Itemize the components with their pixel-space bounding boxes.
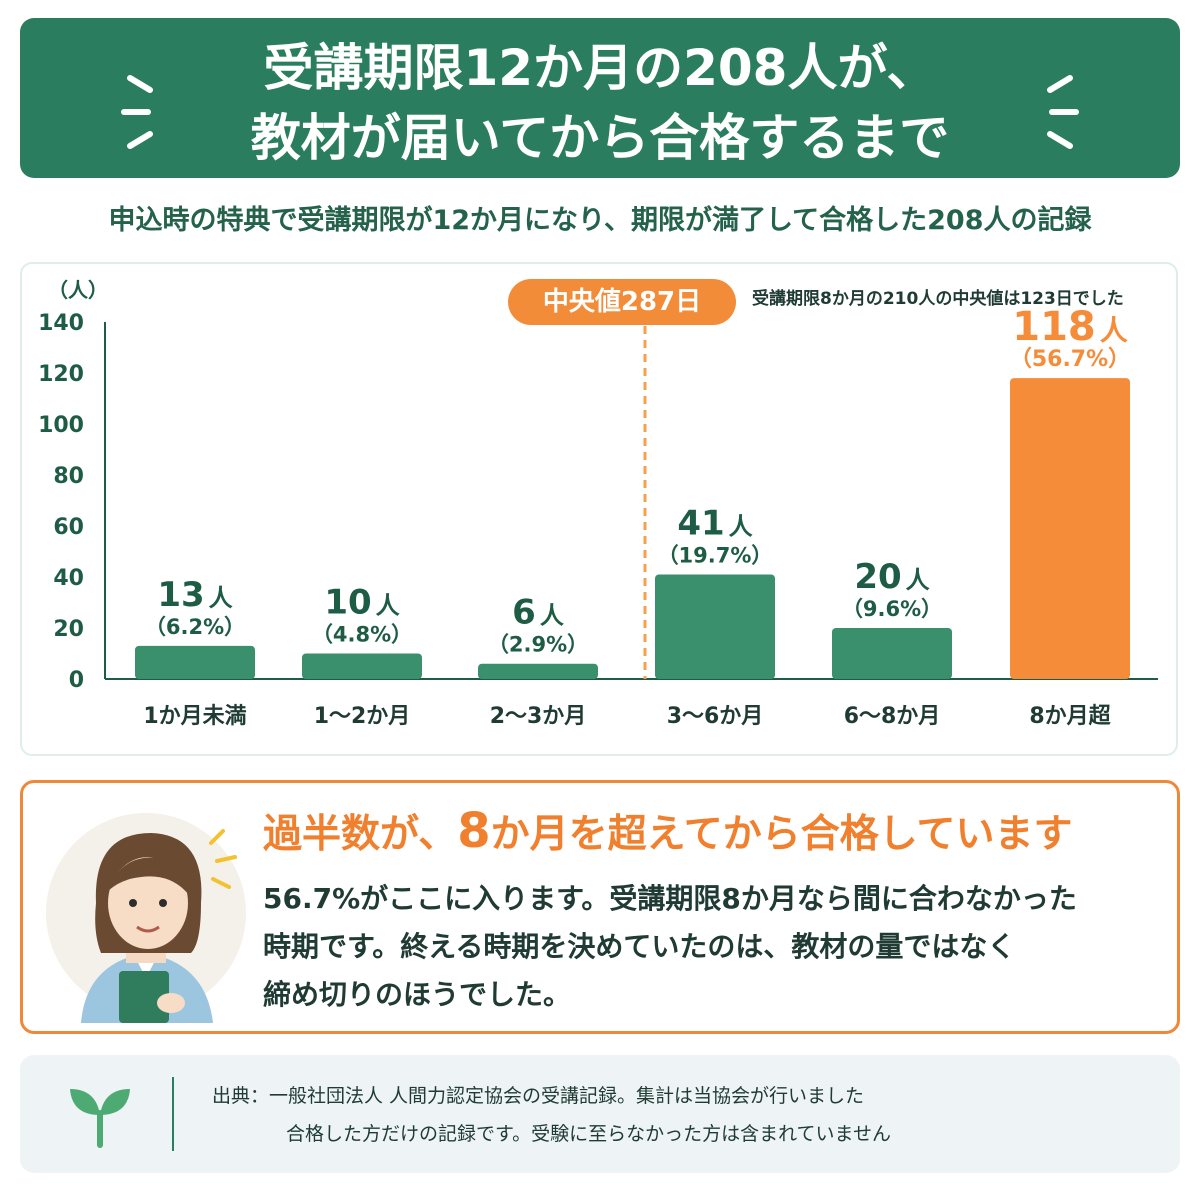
- y-tick-label: 40: [53, 566, 84, 591]
- x-tick-label: 6〜8か月: [844, 704, 941, 729]
- percent-label: （19.7%）: [658, 543, 773, 567]
- data-label: 20 人: [854, 557, 929, 597]
- x-tick-label: 3〜6か月: [667, 704, 764, 729]
- title-banner: 受講期限12か月の208人が、 教材が届いてから合格するまで: [20, 18, 1180, 178]
- sparkle-icon: [121, 75, 153, 149]
- bar: [655, 574, 775, 679]
- source-divider: [172, 1077, 174, 1151]
- callout-body-line: 56.7%がここに入ります。受講期限8か月なら間に合わなかった: [263, 882, 1077, 915]
- subtitle: 申込時の特典で受講期限が12か月になり、期限が満了して合格した208人の記録: [108, 205, 1092, 236]
- y-tick-label: 80: [53, 464, 84, 489]
- source-box: 出典：一般社団法人 人間力認定協会の受講記録。集計は当協会が行いました 合格した…: [20, 1055, 1180, 1173]
- data-label: 41 人: [677, 503, 752, 543]
- page-title-line2: 教材が届いてから合格するまで: [250, 109, 950, 167]
- x-tick-label: 2〜3か月: [490, 704, 587, 729]
- percent-label: （56.7%）: [1010, 347, 1130, 372]
- sprout-icon: [70, 1089, 130, 1148]
- y-axis-unit: （人）: [48, 278, 108, 302]
- bar-chart: （人） 0 20 40 60 80 100 120 140 1か月未満 13 人（6.2%） 1〜2か月…: [38, 278, 1158, 729]
- sparkle-icon: [1047, 75, 1079, 149]
- bar: [302, 653, 422, 679]
- headline-post: か月を超えてから合格しています: [490, 812, 1073, 857]
- y-tick-label: 140: [38, 311, 84, 336]
- x-tick-label: 1〜2か月: [314, 704, 411, 729]
- callout-body: 56.7%がここに入ります。受講期限8か月なら間に合わなかった 時期です。終える…: [263, 875, 1163, 1019]
- x-tick-label: 8か月超: [1029, 704, 1111, 729]
- percent-label: （4.8%）: [312, 623, 412, 647]
- bar: [478, 663, 598, 679]
- callout-box: 過半数が、8か月を超えてから合格しています 56.7%がここに入ります。受講期限…: [20, 780, 1180, 1034]
- y-tick-label: 60: [53, 515, 84, 540]
- bar: [832, 628, 952, 679]
- page-title-line1: 受講期限12か月の208人が、: [263, 39, 937, 97]
- percent-label: （2.9%）: [488, 633, 588, 657]
- median-note: 受講期限8か月の210人の中央値は123日でした: [752, 289, 1124, 309]
- data-label: 118 人: [1012, 304, 1128, 350]
- bar: [135, 645, 255, 679]
- headline-number: 8: [457, 803, 491, 859]
- data-label: 13 人: [157, 575, 232, 615]
- percent-label: （9.6%）: [842, 597, 942, 621]
- y-tick-label: 20: [53, 617, 84, 642]
- data-label: 10 人: [324, 583, 399, 623]
- headline-pre: 過半数が、: [263, 812, 458, 857]
- source-line1: 出典：一般社団法人 人間力認定協会の受講記録。集計は当協会が行いました: [212, 1085, 865, 1107]
- source-line2: 合格した方だけの記録です。受験に至らなかった方は含まれていません: [286, 1123, 891, 1145]
- y-tick-label: 0: [69, 668, 84, 693]
- median-badge: 中央値287日: [508, 279, 736, 325]
- callout-body-line: 締め切りのほうでした。: [263, 978, 572, 1011]
- y-tick-label: 120: [38, 362, 84, 387]
- percent-label: （6.2%）: [145, 615, 245, 639]
- bar: [1010, 378, 1130, 679]
- callout-headline: 過半数が、8か月を超えてから合格しています: [263, 803, 1073, 859]
- person-illustration: [46, 813, 246, 1023]
- x-tick-label: 1か月未満: [143, 703, 246, 729]
- callout-body-line: 時期です。終える時期を決めていたのは、教材の量ではなく: [263, 930, 1016, 963]
- y-tick-label: 100: [38, 413, 84, 438]
